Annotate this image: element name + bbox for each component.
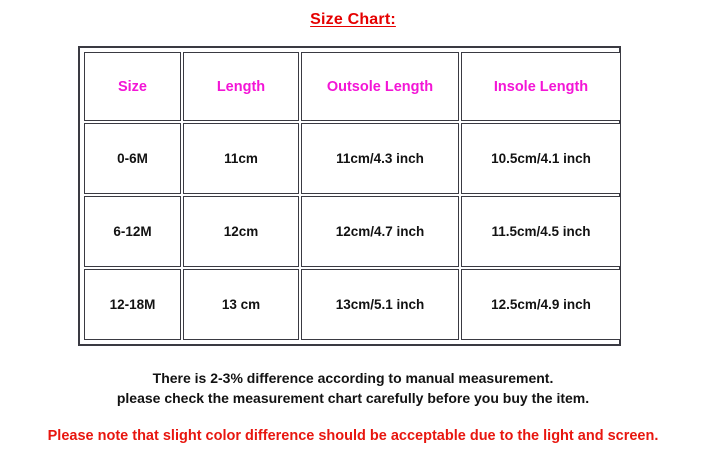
- cell-insole-length: 12.5cm/4.9 inch: [461, 269, 621, 340]
- cell-length: 12cm: [183, 196, 299, 267]
- cell-insole-length: 10.5cm/4.1 inch: [461, 123, 621, 194]
- cell-insole-length: 11.5cm/4.5 inch: [461, 196, 621, 267]
- cell-size: 12-18M: [84, 269, 181, 340]
- cell-outsole-length: 11cm/4.3 inch: [301, 123, 459, 194]
- table-row: 12-18M 13 cm 13cm/5.1 inch 12.5cm/4.9 in…: [84, 269, 621, 340]
- note-line-measurement-difference: There is 2-3% difference according to ma…: [152, 370, 554, 386]
- size-chart-table-container: Size Length Outsole Length Insole Length…: [78, 46, 621, 346]
- color-difference-warning: Please note that slight color difference…: [47, 428, 659, 444]
- cell-outsole-length: 13cm/5.1 inch: [301, 269, 459, 340]
- note-line-check-chart: please check the measurement chart caref…: [116, 390, 590, 406]
- size-chart-table: Size Length Outsole Length Insole Length…: [82, 50, 623, 342]
- cell-outsole-length: 12cm/4.7 inch: [301, 196, 459, 267]
- table-row: 0-6M 11cm 11cm/4.3 inch 10.5cm/4.1 inch: [84, 123, 621, 194]
- cell-size: 6-12M: [84, 196, 181, 267]
- column-header-size: Size: [84, 52, 181, 121]
- column-header-length: Length: [183, 52, 299, 121]
- column-header-insole-length: Insole Length: [461, 52, 621, 121]
- table-header-row: Size Length Outsole Length Insole Length: [84, 52, 621, 121]
- cell-size: 0-6M: [84, 123, 181, 194]
- column-header-outsole-length: Outsole Length: [301, 52, 459, 121]
- page-title: Size Chart:: [310, 11, 396, 28]
- title-bar: Size Chart:: [0, 11, 706, 29]
- cell-length: 13 cm: [183, 269, 299, 340]
- table-row: 6-12M 12cm 12cm/4.7 inch 11.5cm/4.5 inch: [84, 196, 621, 267]
- cell-length: 11cm: [183, 123, 299, 194]
- measurement-notes: There is 2-3% difference according to ma…: [0, 368, 706, 408]
